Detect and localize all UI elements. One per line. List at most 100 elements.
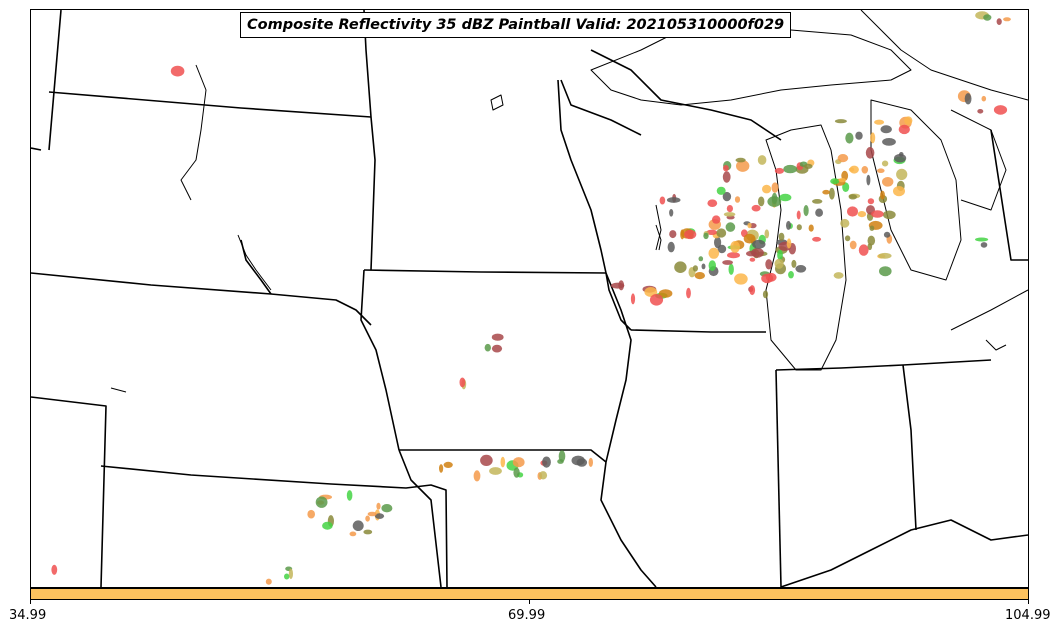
boundary-mn-north (557, 79, 607, 274)
paintball-blob (669, 230, 677, 239)
paintball-blob (658, 289, 673, 298)
boundary-ia-il (605, 272, 632, 463)
small-lake-ks (110, 387, 127, 393)
paintball-blob (692, 265, 699, 272)
paintball-blob (830, 178, 840, 185)
paintball-blob (880, 190, 885, 200)
paintball-blob (743, 233, 756, 244)
state-boundaries (31, 10, 1028, 587)
paintball-blob (346, 490, 353, 501)
paintball-blob (896, 168, 908, 181)
boundary-up-mi (590, 49, 782, 141)
paintball-blob (796, 210, 801, 220)
paintball-blob (749, 285, 756, 296)
paintball-blob (858, 244, 869, 256)
paintball-blob (964, 93, 972, 105)
paintball-blob (749, 257, 756, 262)
paintball-blob (725, 222, 736, 232)
paintball-blob (459, 377, 466, 388)
paintball-blob (857, 211, 867, 218)
paintball-blob (666, 197, 681, 203)
paintball-blob (761, 273, 774, 284)
paintball-blob (588, 457, 593, 467)
paintball-blob (849, 240, 857, 250)
paintball-blob (307, 509, 316, 519)
boundary-wy-sd (31, 147, 42, 151)
paintball-blob (667, 241, 675, 253)
paintball-blob (842, 182, 850, 192)
paintball-blob (795, 265, 807, 273)
colorbar-tick-min: 34.99 (9, 608, 47, 623)
paintball-blob (981, 95, 987, 102)
paintball-blob (1003, 17, 1011, 22)
boundary-mo-ks (398, 449, 442, 587)
paintball-blob (288, 568, 293, 580)
paintball-blob (726, 205, 734, 213)
boundary-in-oh (902, 364, 917, 531)
paintball-blob (443, 461, 453, 468)
paintball-blob (845, 132, 854, 144)
reflectivity-paintball (51, 11, 1011, 585)
colorbar (30, 588, 1029, 600)
paintball-blob (764, 229, 770, 239)
paintball-blob (751, 204, 761, 212)
paintball-blob (822, 189, 830, 195)
paintball-blob (539, 471, 548, 480)
paintball-blob (707, 199, 718, 207)
paintball-blob (723, 212, 736, 217)
paintball-blob (706, 229, 718, 235)
paintball-blob (777, 249, 783, 261)
coastlines (110, 10, 1028, 393)
paintball-blob (871, 210, 884, 218)
paintball-blob (882, 210, 896, 220)
paintball-blob (716, 186, 726, 195)
paintball-blob (701, 263, 706, 270)
paintball-blob (757, 155, 767, 165)
boundary-mn-ia (363, 269, 607, 274)
paintball-blob (833, 272, 844, 279)
paintball-blob (844, 235, 851, 242)
paintball-blob (869, 225, 875, 231)
colorbar-tickmark-min (30, 600, 31, 604)
paintball-blob (170, 65, 185, 77)
boundary-nd-sd (48, 91, 372, 118)
paintball-blob (877, 168, 885, 173)
paintball-blob (883, 231, 891, 238)
paintball-blob (812, 199, 823, 204)
paintball-blob (855, 131, 863, 140)
paintball-blob (866, 174, 871, 186)
lake-michigan-shore (765, 124, 847, 371)
paintball-blob (512, 457, 525, 468)
paintball-blob (771, 182, 779, 193)
georgian-bay (950, 109, 1007, 211)
paintball-blob (723, 165, 729, 172)
paintball-blob (727, 252, 740, 259)
paintball-blob (708, 247, 720, 259)
colorbar-tick-mid: 69.99 (508, 608, 546, 623)
lake-erie-shore (950, 289, 1028, 331)
red-river-detail (180, 64, 207, 201)
paintball-blob (861, 166, 869, 174)
paintball-blob (694, 272, 705, 280)
paintball-blob (791, 259, 797, 268)
paintball-blob (542, 456, 551, 468)
paintball-blob (834, 119, 847, 124)
paintball-blob (815, 208, 823, 217)
paintball-blob (803, 205, 809, 217)
boundary-wi-il (630, 329, 766, 333)
green-bay (655, 204, 662, 251)
paintball-blob (322, 521, 333, 530)
boundary-ia-west (360, 269, 400, 451)
paintball-blob (778, 232, 785, 241)
paintball-blob (734, 196, 741, 203)
paintball-blob (669, 209, 674, 217)
boundary-mi-in-oh (775, 359, 992, 371)
paintball-blob (878, 252, 892, 259)
paintball-blob (722, 260, 733, 265)
paintball-blob (765, 259, 773, 270)
boundary-ne-ks (100, 465, 448, 587)
boundary-sd-mn-river (240, 239, 272, 295)
paintball-blob (716, 228, 727, 238)
paintball-blob (703, 232, 709, 240)
paintball-blob (473, 470, 481, 482)
